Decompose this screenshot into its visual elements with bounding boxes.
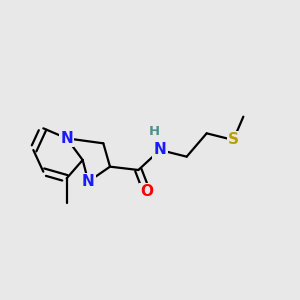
Text: O: O [140,184,153,199]
Text: S: S [228,133,239,148]
Text: N: N [82,174,95,189]
Text: N: N [154,142,166,158]
Text: N: N [60,131,73,146]
Text: H: H [148,125,160,138]
